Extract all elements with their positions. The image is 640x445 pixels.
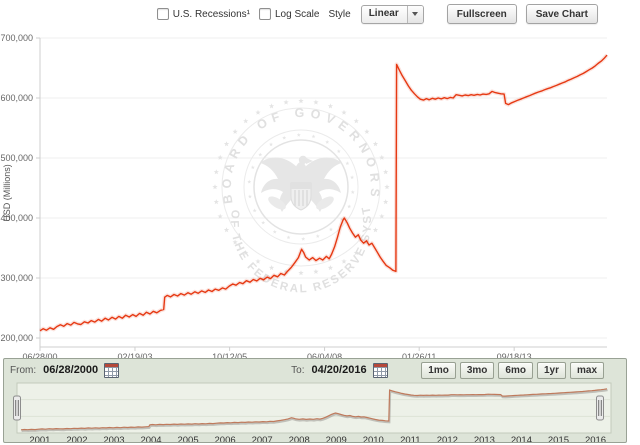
range-button-6mo[interactable]: 6mo [498, 362, 533, 379]
y-axis-tick-label: 300,000 [0, 273, 33, 283]
us-recessions-option: U.S. Recessions¹ [156, 8, 250, 20]
navigator-year-label: 2012 [437, 435, 458, 442]
chevron-down-icon [412, 12, 419, 16]
range-buttons: 1mo 3mo 6mo 1yr max [421, 362, 604, 379]
navigator-year-label: 2002 [66, 435, 87, 442]
range-selector-panel: 2001 2002 2003 2004 2005 2006 2007 2008 2009 2010… [3, 358, 627, 443]
axes: 200,000 300,000 400,000 500,000 600,000 700,0… [0, 33, 607, 358]
y-axis-tick-label: 500,000 [0, 153, 33, 163]
y-axis-tick-label: 400,000 [0, 213, 33, 223]
series-line [39, 54, 608, 332]
navigator-year-label: 2001 [29, 435, 50, 442]
navigator-left-handle[interactable] [13, 395, 21, 421]
to-label: To: [291, 364, 305, 376]
navigator-year-label: 2007 [252, 435, 273, 442]
x-axis-tick-label: 06/04/08 [307, 352, 342, 358]
navigator-year-label: 2005 [177, 435, 198, 442]
range-button-1yr[interactable]: 1yr [536, 362, 566, 379]
navigator-year-label: 2014 [511, 435, 532, 442]
us-recessions-checkbox[interactable] [156, 8, 169, 20]
log-scale-checkbox[interactable] [258, 8, 271, 20]
style-label: Style [328, 8, 351, 20]
log-scale-option: Log Scale [258, 8, 320, 20]
style-select[interactable]: Linear [360, 4, 424, 24]
navigator-track[interactable] [16, 382, 612, 434]
navigator-year-label: 2006 [215, 435, 236, 442]
chart-toolbar: U.S. Recessions¹ Log Scale Style Linear … [0, 0, 640, 28]
range-button-1mo[interactable]: 1mo [421, 362, 456, 379]
x-axis-tick-label: 01/26/11 [402, 352, 436, 358]
navigator-year-label: 2008 [289, 435, 310, 442]
x-axis-tick-label: 06/28/00 [22, 352, 57, 358]
fullscreen-button[interactable]: Fullscreen [446, 4, 517, 24]
navigator-year-label: 2015 [548, 435, 569, 442]
x-axis-tick-label: 10/12/05 [212, 352, 247, 358]
navigator-chart-svg[interactable]: 2001 2002 2003 2004 2005 2006 2007 2008 2009 2010… [4, 359, 626, 442]
y-axis-tick-label: 700,000 [0, 33, 33, 43]
navigator-year-label: 2010 [363, 435, 384, 442]
from-label: From: [10, 364, 37, 376]
y-axis-tick-label: 200,000 [0, 333, 33, 343]
style-select-value: Linear [368, 7, 399, 19]
navigator-year-label: 2016 [585, 435, 606, 442]
y-axis-title: USD (Millions) [2, 164, 12, 222]
navigator-year-label: 2013 [474, 435, 495, 442]
gridlines [40, 37, 607, 339]
from-date-value[interactable]: 06/28/2000 [43, 364, 99, 376]
navigator-series-line [20, 388, 608, 431]
range-button-max[interactable]: max [569, 362, 604, 379]
navigator-year-label: 2004 [140, 435, 161, 442]
navigator-right-handle[interactable] [596, 395, 604, 421]
navigator-year-label: 2009 [326, 435, 347, 442]
style-select-arrow-box [406, 5, 423, 23]
eagle-icon [260, 155, 342, 212]
save-chart-button[interactable]: Save Chart [525, 4, 598, 24]
navigator-year-label: 2003 [103, 435, 124, 442]
main-chart-area: BOARD OF GOVERNORS OF THE FEDERAL RESERVE… [0, 28, 640, 358]
y-axis-tick-label: 600,000 [0, 93, 33, 103]
from-date-group: From: 06/28/2000 [10, 362, 120, 378]
to-date-value[interactable]: 04/20/2016 [311, 364, 367, 376]
date-range-row: From: 06/28/2000 To: 04/20/2016 [4, 362, 626, 378]
from-calendar-icon[interactable] [104, 362, 120, 378]
to-date-group: To: 04/20/2016 [291, 362, 388, 378]
range-button-3mo[interactable]: 3mo [459, 362, 495, 379]
us-recessions-label: U.S. Recessions¹ [172, 8, 250, 20]
to-calendar-icon[interactable] [372, 362, 388, 378]
x-axis-tick-label: 09/18/13 [497, 352, 532, 358]
x-axis-tick-label: 02/19/03 [117, 352, 152, 358]
log-scale-label: Log Scale [274, 8, 320, 20]
navigator-year-label: 2011 [400, 435, 420, 442]
navigator-series-shadow [21, 389, 608, 433]
